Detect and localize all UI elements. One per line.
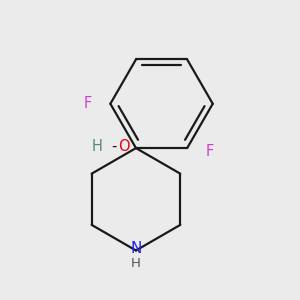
Text: H: H: [92, 139, 103, 154]
Text: O: O: [118, 139, 130, 154]
Text: -: -: [111, 139, 116, 154]
Text: H: H: [131, 256, 141, 269]
Text: F: F: [84, 96, 92, 111]
Text: N: N: [130, 241, 142, 256]
Text: F: F: [205, 144, 214, 159]
